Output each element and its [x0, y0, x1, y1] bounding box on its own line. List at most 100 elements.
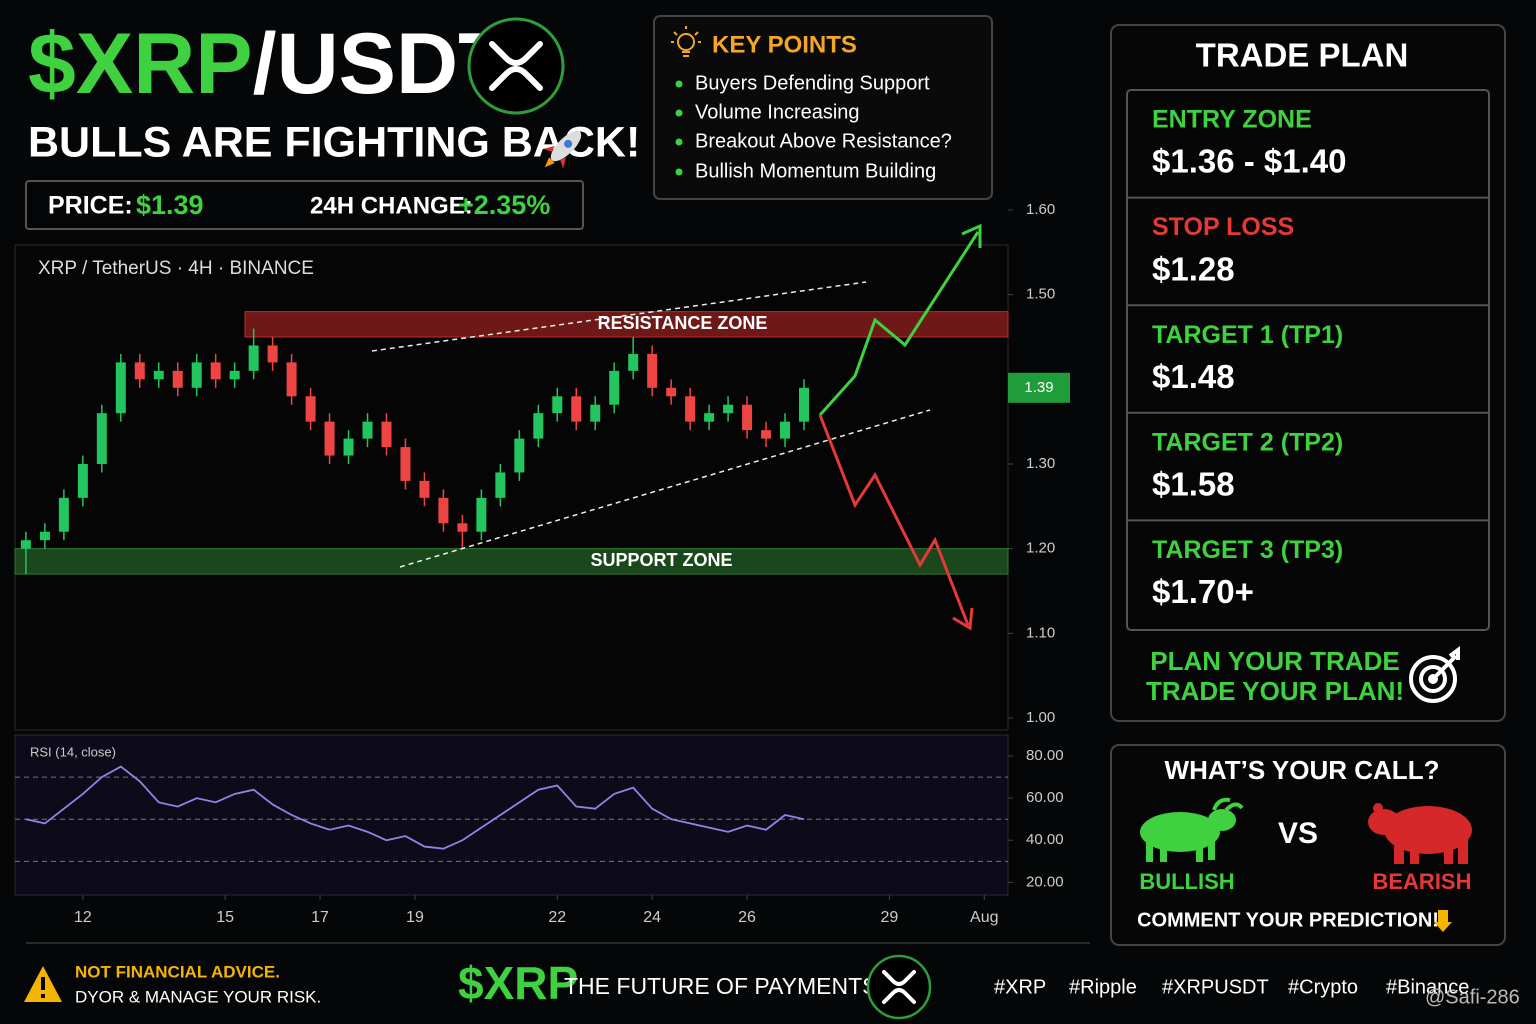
candle-body [210, 362, 221, 380]
candle-body [381, 421, 392, 448]
candle-body [590, 404, 601, 422]
candle-body [343, 438, 354, 456]
rsi-panel [14, 734, 1009, 896]
chart-layer: 1.601.501.401.301.201.101.00121517192224… [14, 201, 1070, 926]
price: $1.39 [136, 190, 204, 220]
candle-body [609, 370, 620, 405]
candle-body [134, 362, 145, 380]
candle-body [153, 370, 164, 380]
xrp-logo [866, 954, 932, 1020]
change: +2.35% [458, 190, 550, 220]
candle-body [419, 480, 430, 498]
footer-symbol: $XRP [458, 957, 578, 1009]
candle-body [742, 404, 753, 431]
candle-body [514, 438, 525, 473]
bearish-label: BEARISH [1372, 869, 1471, 894]
candle-body [798, 387, 809, 422]
hashtag: #XRP [994, 976, 1046, 998]
plan-value: $1.36 - $1.40 [1152, 143, 1347, 180]
x-tick-label: 15 [216, 909, 234, 926]
key-points-title: KEY POINTS [712, 31, 857, 58]
candle-body [286, 362, 297, 397]
candle-body [305, 396, 316, 422]
bullet [675, 138, 683, 146]
symbol: $XRP [28, 16, 253, 112]
arrow-head [952, 607, 974, 631]
projections [371, 223, 982, 631]
bulb-icon [671, 26, 701, 57]
trade-plan-rows: ENTRY ZONE $1.36 - $1.40 STOP LOSS $1.28 TAR… [1127, 106, 1489, 610]
price-box [25, 180, 584, 230]
trendline [371, 281, 867, 352]
y-tick-label: 1.00 [1026, 709, 1055, 726]
bullet [675, 109, 683, 117]
candle-body [20, 540, 31, 549]
candle-body [267, 345, 278, 363]
bull-path [818, 231, 980, 417]
candle-body [362, 421, 373, 439]
candle-body [552, 396, 563, 414]
candle-body [761, 430, 772, 439]
candle-body [571, 396, 582, 422]
candle-body [723, 404, 734, 414]
x-tick-label: 22 [548, 909, 566, 926]
key-points-list: Buyers Defending Support Volume Increasi… [675, 72, 952, 182]
plan-label: TARGET 2 (TP2) [1152, 428, 1343, 456]
candle-body [39, 531, 50, 541]
rsi-tick-label: 80.00 [1026, 747, 1064, 764]
plan-value: $1.28 [1152, 250, 1235, 287]
zone-label: RESISTANCE ZONE [598, 313, 768, 333]
plan-label: STOP LOSS [1152, 213, 1294, 241]
candle-body [229, 370, 240, 380]
rsi-tick-label: 20.00 [1026, 873, 1064, 890]
plan-label: TARGET 3 (TP3) [1152, 536, 1343, 564]
x-tick-label: 24 [643, 909, 661, 926]
arrow-head [961, 223, 982, 248]
plan-label: ENTRY ZONE [1152, 106, 1312, 134]
plan-label: TARGET 1 (TP1) [1152, 321, 1343, 349]
candle-body [96, 413, 107, 464]
y-tick-label: 1.30 [1026, 455, 1055, 472]
hashtag: #XRPUSDT [1162, 976, 1269, 998]
hashtag: #Ripple [1069, 976, 1137, 998]
price-label: PRICE: [48, 192, 133, 220]
candle-body [457, 523, 468, 532]
candle-body [495, 472, 506, 498]
headline: BULLS ARE FIGHTING BACK! [28, 118, 640, 166]
slogan: TRADE YOUR PLAN! [1146, 676, 1404, 706]
y-tick-label: 1.60 [1026, 201, 1055, 218]
poll-title: WHAT’S YOUR CALL? [1165, 755, 1440, 785]
hashtag: #Binance [1386, 976, 1469, 998]
candle-body [685, 396, 696, 422]
x-tick-label: Aug [970, 909, 998, 926]
candle-body [628, 353, 639, 371]
candle-body [704, 413, 715, 422]
candle-body [780, 421, 791, 439]
tagline: THE FUTURE OF PAYMENTS [564, 973, 878, 999]
poll-box [1110, 744, 1506, 946]
candle-body [666, 387, 677, 397]
x-tick-label: 19 [406, 909, 424, 926]
warning-icon [24, 966, 62, 1002]
rsi-line [25, 765, 805, 850]
candle-body [77, 464, 88, 498]
key-point: Breakout Above Resistance? [695, 130, 952, 152]
y-tick-label: 1.50 [1026, 286, 1055, 303]
x-tick-label: 29 [880, 909, 898, 926]
bear-icon [1368, 803, 1472, 864]
key-points-box [653, 15, 993, 200]
key-point: Volume Increasing [695, 101, 860, 123]
disclaimer: NOT FINANCIAL ADVICE. [75, 962, 280, 981]
key-point: Bullish Momentum Building [695, 160, 936, 182]
target-icon [1409, 646, 1460, 703]
trade-plan-table [1126, 89, 1490, 631]
candle-body [476, 497, 487, 532]
candle-body [324, 421, 335, 456]
bullet [675, 168, 683, 176]
x-tick-label: 26 [738, 909, 756, 926]
rsi-label: RSI (14, close) [30, 744, 116, 759]
candle-body [438, 497, 449, 524]
last-price-tag [1008, 372, 1070, 403]
y-tick-label: 1.20 [1026, 540, 1055, 557]
